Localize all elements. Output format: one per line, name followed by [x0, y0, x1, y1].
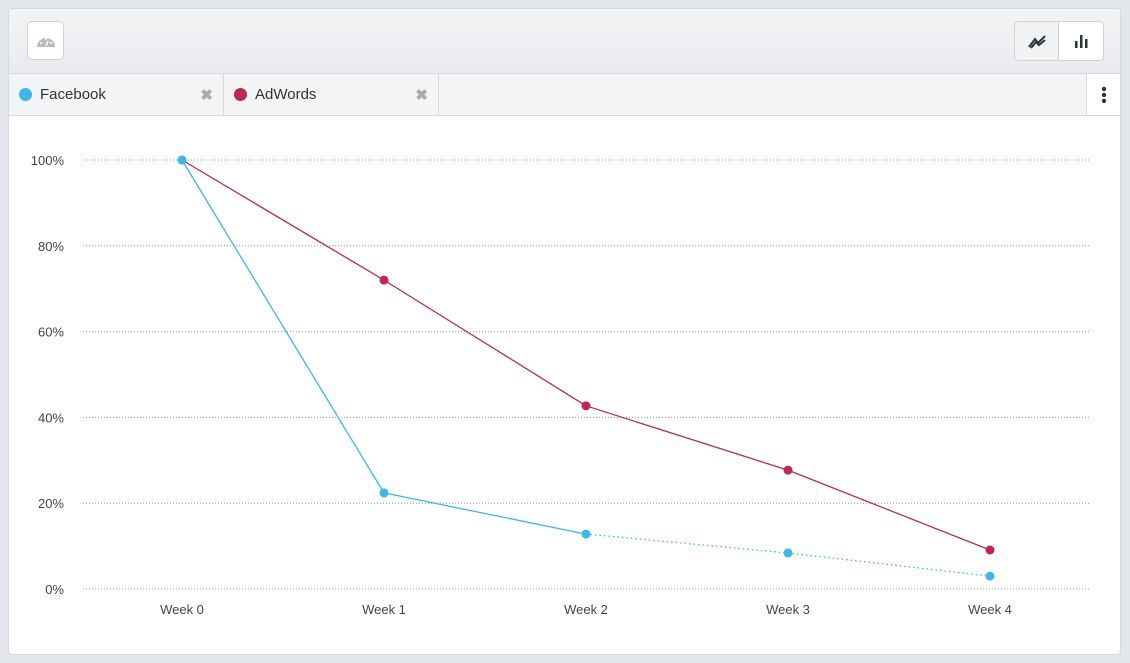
- bar-chart-icon: [1075, 35, 1088, 48]
- series-color-dot: [234, 88, 247, 101]
- line-chart-icon: [1027, 35, 1046, 49]
- series-label: Facebook: [40, 86, 106, 103]
- close-icon[interactable]: ✖: [200, 86, 213, 104]
- series-tabs: Facebook ✖ AdWords ✖: [9, 74, 1120, 116]
- dashboard-button[interactable]: [27, 21, 64, 60]
- dashboard-gauge-icon: [36, 37, 55, 47]
- more-options-button[interactable]: [1086, 74, 1120, 115]
- bar-chart-button[interactable]: [1059, 22, 1103, 60]
- chart-type-toggle: [1014, 21, 1104, 61]
- chart-panel: Facebook ✖ AdWords ✖: [8, 8, 1121, 655]
- series-tab-facebook[interactable]: Facebook ✖: [9, 74, 224, 115]
- vertical-ellipsis-icon: [1101, 86, 1106, 103]
- series-tab-adwords[interactable]: AdWords ✖: [224, 74, 439, 115]
- line-chart-button[interactable]: [1015, 22, 1059, 60]
- close-icon[interactable]: ✖: [415, 86, 428, 104]
- toolbar: [9, 9, 1120, 74]
- series-color-dot: [19, 88, 32, 101]
- series-label: AdWords: [255, 86, 317, 103]
